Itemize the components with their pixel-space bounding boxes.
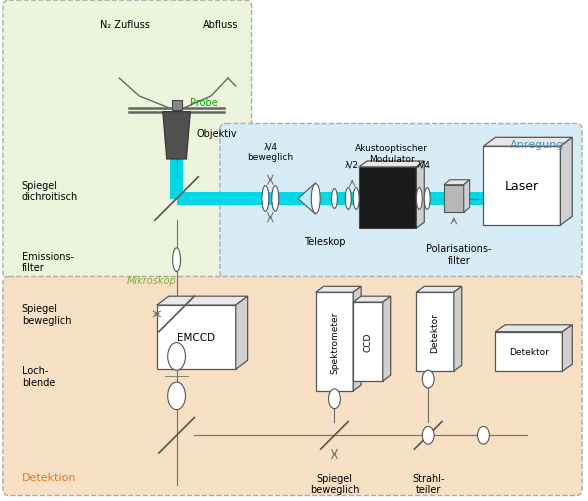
Bar <box>176 192 542 206</box>
Text: λ/4: λ/4 <box>416 161 430 169</box>
Ellipse shape <box>416 188 422 210</box>
Polygon shape <box>316 287 361 293</box>
Bar <box>495 332 562 371</box>
Bar <box>483 147 560 225</box>
Text: Detektion: Detektion <box>22 472 76 482</box>
Text: Detektor: Detektor <box>430 312 440 352</box>
Text: Emissions-
filter: Emissions- filter <box>22 252 74 273</box>
Text: Detektor: Detektor <box>509 347 549 356</box>
Ellipse shape <box>173 248 181 272</box>
Polygon shape <box>353 297 390 303</box>
Polygon shape <box>163 112 191 160</box>
Bar <box>353 303 383 381</box>
Bar <box>157 306 236 369</box>
Polygon shape <box>416 287 462 293</box>
Polygon shape <box>359 162 425 168</box>
Text: CCD: CCD <box>363 332 373 352</box>
Ellipse shape <box>262 186 269 212</box>
Bar <box>170 115 183 199</box>
Polygon shape <box>444 180 470 185</box>
Text: Spiegel
beweglich: Spiegel beweglich <box>22 304 71 325</box>
Ellipse shape <box>425 188 430 210</box>
Bar <box>444 185 464 213</box>
Bar <box>359 168 416 228</box>
Text: Mikroskop: Mikroskop <box>127 276 176 286</box>
Ellipse shape <box>329 389 340 409</box>
Text: Spiegel
beweglich: Spiegel beweglich <box>310 473 359 494</box>
Text: Laser: Laser <box>505 180 539 193</box>
Polygon shape <box>560 138 572 225</box>
FancyBboxPatch shape <box>3 1 252 279</box>
Text: Abfluss: Abfluss <box>203 20 239 30</box>
Text: Spektrometer: Spektrometer <box>330 311 339 373</box>
Text: Akustooptischer
Modulator: Akustooptischer Modulator <box>355 144 428 163</box>
Polygon shape <box>298 183 316 215</box>
Bar <box>416 293 454 371</box>
Ellipse shape <box>272 186 279 212</box>
FancyBboxPatch shape <box>3 277 582 495</box>
Polygon shape <box>383 297 390 381</box>
Polygon shape <box>495 325 572 332</box>
Text: N₂ Zufluss: N₂ Zufluss <box>101 20 150 30</box>
Polygon shape <box>483 138 572 147</box>
Ellipse shape <box>477 426 489 444</box>
Polygon shape <box>464 180 470 213</box>
Text: EMCCD: EMCCD <box>177 332 215 342</box>
Text: λ/4
beweglich: λ/4 beweglich <box>248 142 293 162</box>
Ellipse shape <box>422 370 434 388</box>
Text: Probe: Probe <box>191 98 218 108</box>
Ellipse shape <box>168 343 185 370</box>
Polygon shape <box>353 287 361 391</box>
Ellipse shape <box>168 382 185 410</box>
Ellipse shape <box>353 188 359 210</box>
Text: Objektiv: Objektiv <box>196 129 237 139</box>
Ellipse shape <box>422 426 434 444</box>
Bar <box>316 293 353 391</box>
Polygon shape <box>157 297 248 306</box>
Text: Anregung: Anregung <box>510 140 564 150</box>
Bar <box>172 101 182 111</box>
Polygon shape <box>236 297 248 369</box>
Text: Strahl-
teiler: Strahl- teiler <box>412 473 445 494</box>
FancyBboxPatch shape <box>220 124 582 279</box>
Polygon shape <box>454 287 462 371</box>
Text: Spiegel
dichroitisch: Spiegel dichroitisch <box>22 180 78 202</box>
Text: Loch-
blende: Loch- blende <box>22 366 55 387</box>
Text: Teleskop: Teleskop <box>304 236 345 246</box>
Text: Polarisations-
filter: Polarisations- filter <box>426 243 492 265</box>
Text: λ/2: λ/2 <box>345 161 359 169</box>
Ellipse shape <box>345 188 351 210</box>
Polygon shape <box>416 162 425 228</box>
Ellipse shape <box>311 184 320 214</box>
Polygon shape <box>562 325 572 371</box>
Ellipse shape <box>332 189 338 209</box>
